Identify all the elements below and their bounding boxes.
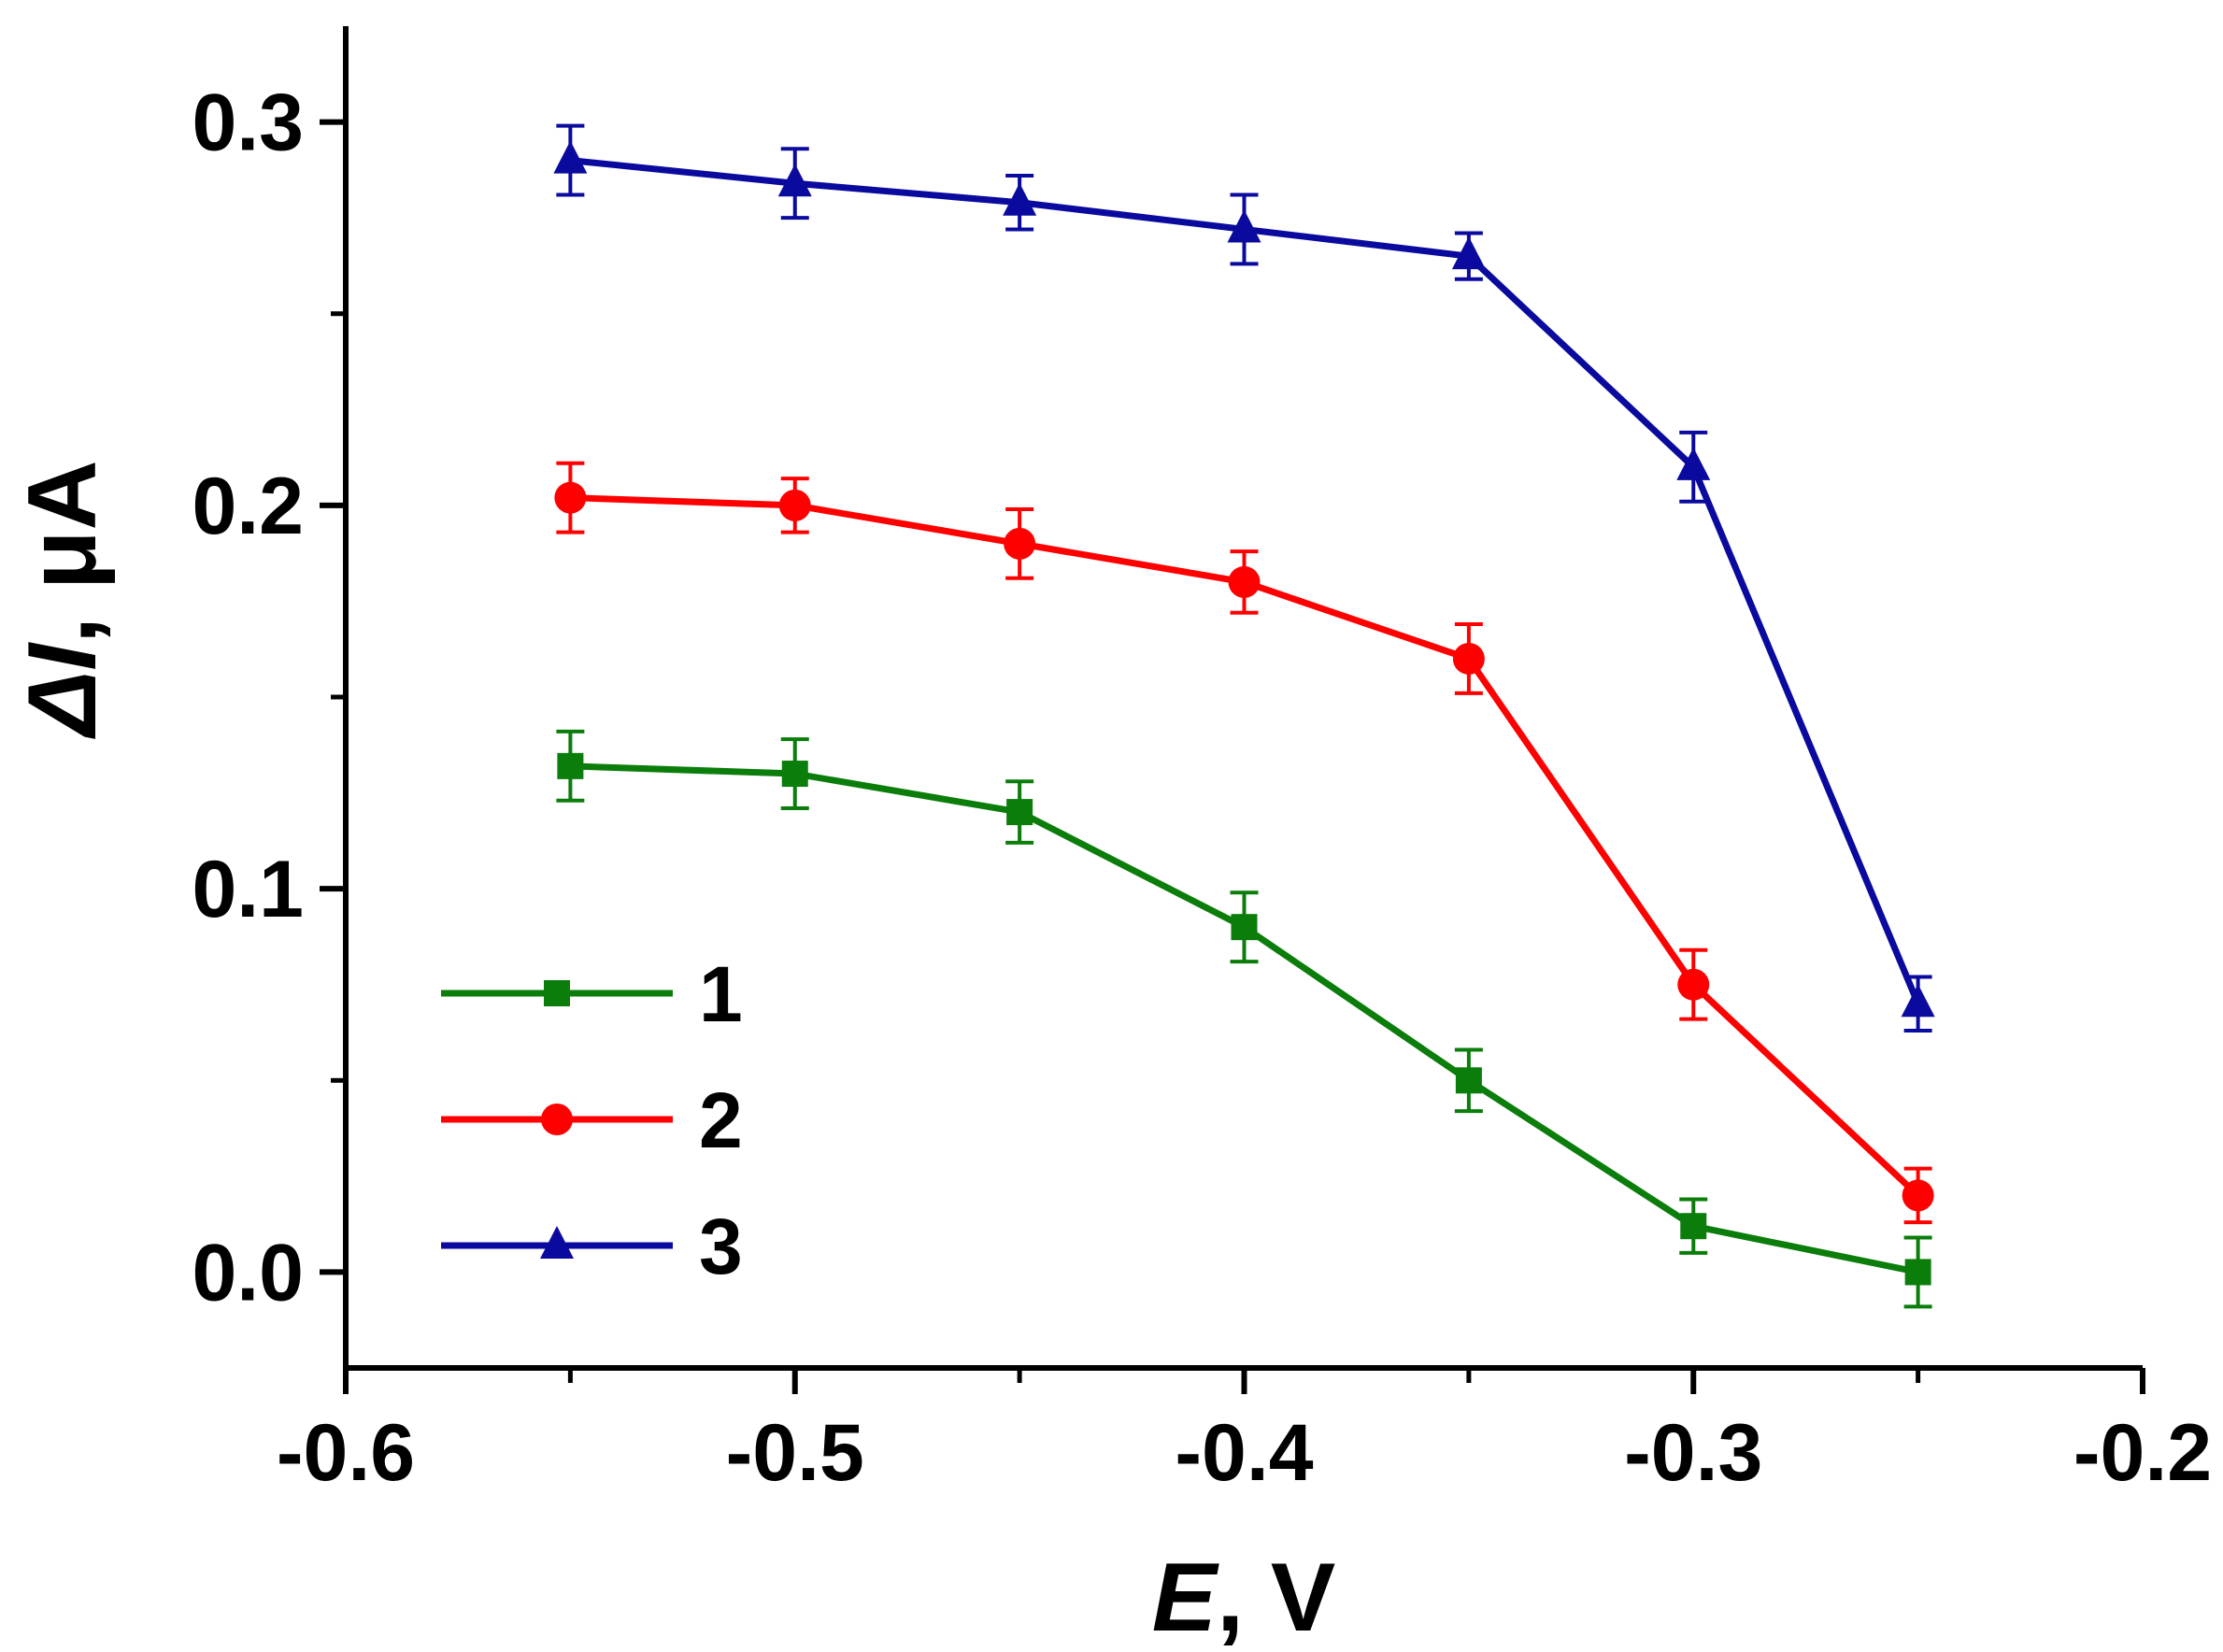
series-3-point xyxy=(553,140,588,174)
x-tick-label: -0.5 xyxy=(726,1408,864,1498)
series-2-point xyxy=(1228,565,1261,598)
y-tick-label: 0.0 xyxy=(192,1228,304,1317)
series-2-point xyxy=(1004,527,1036,560)
series-2-point xyxy=(1452,642,1485,675)
y-tick-label: 0.3 xyxy=(192,78,304,168)
y-axis-unit: , μA xyxy=(8,460,117,644)
y-axis-title: ΔI, μA xyxy=(8,460,117,739)
legend-item-1: 1 xyxy=(441,950,743,1038)
series-3-point xyxy=(1227,209,1261,243)
legend-item-2: 2 xyxy=(441,1076,743,1164)
series-markers xyxy=(553,140,1935,1286)
legend-label-2: 2 xyxy=(699,1076,743,1164)
series-1-point xyxy=(557,752,584,779)
legend: 1 2 3 xyxy=(441,950,743,1290)
ticks: -0.6 -0.5 -0.4 -0.3 -0.2 0.0 0.1 0.2 0.3 xyxy=(192,78,2212,1498)
series-3-point xyxy=(1003,182,1037,216)
series-1-point xyxy=(1680,1213,1707,1240)
series-2-point xyxy=(554,481,587,514)
series-3-point xyxy=(1901,984,1935,1018)
y-tick-label: 0.1 xyxy=(192,845,304,934)
x-tick-label: -0.6 xyxy=(277,1408,415,1498)
series-2-point xyxy=(1677,968,1710,1001)
series-3-point xyxy=(777,164,812,197)
x-tick-label: -0.4 xyxy=(1175,1408,1313,1498)
legend-marker-2 xyxy=(541,1104,573,1135)
series-1-point xyxy=(1455,1067,1482,1094)
series-2-point xyxy=(1902,1179,1934,1212)
legend-marker-1 xyxy=(544,980,570,1006)
x-tick-label: -0.2 xyxy=(2073,1408,2212,1498)
series-1-point xyxy=(1904,1259,1931,1286)
series-1-point xyxy=(1006,799,1033,826)
series-2-point xyxy=(778,489,811,521)
x-axis-variable: E xyxy=(1152,1544,1219,1652)
series-1-point xyxy=(1231,914,1258,941)
series-3-point xyxy=(1451,236,1486,270)
x-axis-unit: , V xyxy=(1217,1544,1335,1652)
legend-marker-3 xyxy=(540,1226,574,1259)
y-axis-variable: ΔI xyxy=(8,642,117,740)
x-tick-label: -0.3 xyxy=(1624,1408,1762,1498)
legend-label-1: 1 xyxy=(699,950,743,1038)
x-axis-title: E, V xyxy=(1152,1544,1336,1652)
legend-item-3: 3 xyxy=(441,1203,743,1290)
series-3-point xyxy=(1676,447,1711,480)
series-1-point xyxy=(781,761,808,788)
y-tick-label: 0.2 xyxy=(192,462,304,551)
legend-label-3: 3 xyxy=(699,1203,743,1290)
